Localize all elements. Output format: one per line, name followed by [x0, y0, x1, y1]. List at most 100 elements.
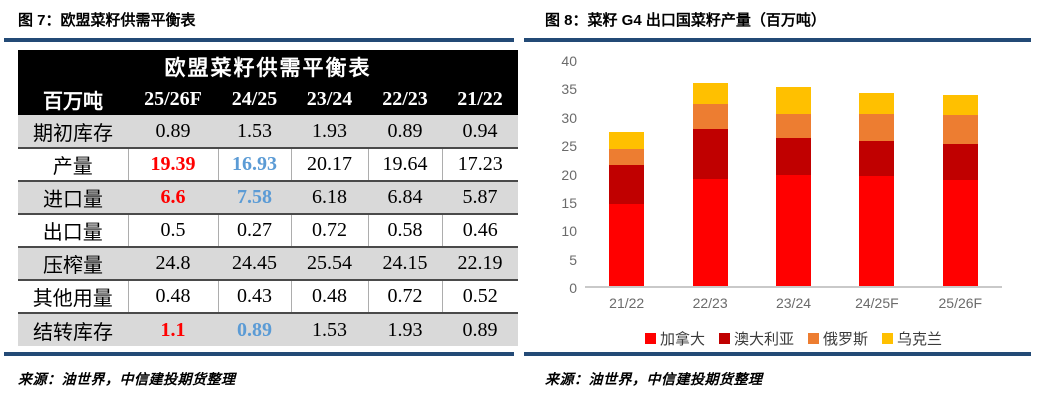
row-label: 期初库存 [33, 122, 113, 145]
column-header: 22/23 [382, 87, 428, 110]
figure7-source: 来源：油世界，中信建投期货整理 [18, 373, 236, 388]
table-row: 进口量 6.6 7.58 6.18 6.84 5.87 [18, 181, 518, 214]
figure7-caption: 图 7：欧盟菜籽供需平衡表 [18, 12, 196, 29]
legend-label: 加拿大 [659, 332, 705, 348]
legend-label: 乌克兰 [897, 332, 943, 348]
bar-segment [692, 83, 728, 104]
row-label: 压榨量 [43, 255, 103, 277]
stacked-bar [776, 87, 811, 286]
bar-segment [609, 203, 645, 286]
table-cell: 24.45 [232, 252, 277, 274]
eu-rapeseed-balance-table: 欧盟菜籽供需平衡表 百万吨 25/26F 24/25 23/24 22/23 21/22… [18, 50, 518, 346]
x-category-label: 25/26F [938, 295, 983, 311]
x-axis: 21/22 22/23 23/24 24/25F 25/26F [585, 295, 1002, 313]
table-row: 产量 19.39 16.93 20.17 19.64 17.23 [18, 148, 518, 181]
table-cell: 16.93 [217, 148, 291, 181]
y-tick-label: 40 [561, 53, 577, 69]
y-tick-label: 0 [569, 280, 577, 296]
legend-swatch [644, 333, 656, 344]
row-label: 产量 [52, 156, 93, 178]
legend-item: 俄罗斯 [808, 328, 868, 349]
table-cell: 0.58 [367, 214, 442, 247]
bar-segment [692, 129, 728, 180]
table-cell: 24.15 [382, 252, 428, 274]
figure8-bottom-rule [524, 352, 1031, 356]
x-category-label: 21/22 [609, 295, 645, 311]
stacked-bar-plot [585, 61, 1002, 288]
bar-segment [609, 131, 645, 150]
unit-header-cell: 百万吨 [43, 90, 103, 113]
legend-item: 澳大利亚 [718, 328, 794, 349]
table-cell: 0.27 [217, 214, 291, 247]
table-cell: 0.89 [462, 318, 498, 341]
y-tick-label: 35 [561, 81, 577, 98]
table-header-row: 百万吨 25/26F 24/25 23/24 22/23 21/22 [18, 83, 518, 115]
bar-segment [776, 175, 811, 286]
table-cell: 0.89 [387, 119, 423, 142]
legend-swatch [882, 333, 894, 344]
table-cell: 0.72 [367, 280, 442, 313]
table-row: 结转库存 1.1 0.89 1.53 1.93 0.89 [18, 313, 518, 346]
bar-segment [942, 179, 978, 286]
figure7-bottom-rule [4, 352, 514, 356]
table-row: 期初库存 0.89 1.53 1.93 0.89 0.94 [18, 115, 518, 148]
table-cell: 0.43 [217, 280, 291, 313]
bar-segment [776, 137, 811, 176]
legend-label: 俄罗斯 [823, 332, 869, 348]
table-row: 压榨量 24.8 24.45 25.54 24.15 22.19 [18, 247, 518, 280]
bar-segment [942, 115, 978, 144]
table-cell: 0.89 [155, 119, 191, 142]
stacked-bar [859, 93, 895, 286]
table-cell: 0.46 [441, 214, 518, 247]
x-category-label: 22/23 [692, 295, 728, 311]
y-tick-label: 20 [561, 166, 577, 183]
table-cell: 0.89 [237, 318, 272, 341]
bar-segment [692, 103, 728, 130]
bar-segment [942, 143, 978, 180]
bar-segment [859, 140, 895, 177]
bar-segment [942, 95, 978, 116]
table-row: 其他用量 0.48 0.43 0.48 0.72 0.52 [18, 280, 518, 313]
bar-segment [859, 176, 895, 286]
chart-legend: 加拿大 澳大利亚 俄罗斯 乌克兰 [585, 328, 1002, 349]
table-cell: 1.53 [312, 318, 347, 341]
stacked-bar [609, 131, 645, 286]
table-cell: 5.87 [462, 186, 498, 208]
table-cell: 6.84 [387, 186, 423, 208]
y-axis: 0 5 10 15 20 25 30 35 40 [520, 53, 577, 296]
table-title-row: 欧盟菜籽供需平衡表 [18, 50, 518, 83]
table-cell: 1.93 [387, 318, 423, 341]
table-cell: 25.54 [307, 252, 352, 274]
row-label: 其他用量 [32, 288, 113, 310]
figure8-source: 来源：油世界，中信建投期货整理 [545, 373, 763, 388]
legend-item: 乌克兰 [882, 328, 942, 349]
table-cell: 0.52 [441, 280, 518, 313]
x-category-label: 24/25F [855, 295, 899, 311]
table-cell: 7.58 [237, 186, 272, 208]
y-tick-label: 15 [561, 194, 577, 211]
table-cell: 19.39 [127, 148, 218, 181]
table-cell: 17.23 [441, 148, 518, 181]
table-cell: 0.94 [462, 119, 498, 142]
legend-label: 澳大利亚 [733, 332, 794, 348]
y-tick-label: 30 [561, 109, 577, 126]
table-cell: 20.17 [290, 148, 368, 181]
x-category-label: 23/24 [775, 295, 812, 311]
bar-segment [776, 87, 811, 115]
table-title: 欧盟菜籽供需平衡表 [164, 55, 372, 80]
column-header: 24/25 [231, 87, 278, 110]
legend-swatch [808, 333, 819, 344]
table-row: 出口量 0.5 0.27 0.72 0.58 0.46 [18, 214, 518, 247]
bar-segment [692, 179, 728, 286]
stacked-bar [942, 95, 978, 286]
column-header: 25/26F [144, 87, 202, 110]
y-tick-label: 10 [561, 223, 577, 240]
bar-segment [859, 93, 895, 115]
row-label: 出口量 [42, 222, 103, 244]
table-cell: 24.8 [155, 252, 191, 274]
bar-segment [609, 149, 645, 165]
table-cell: 1.1 [160, 318, 186, 341]
legend-swatch [718, 333, 730, 344]
y-tick-label: 5 [569, 251, 577, 268]
